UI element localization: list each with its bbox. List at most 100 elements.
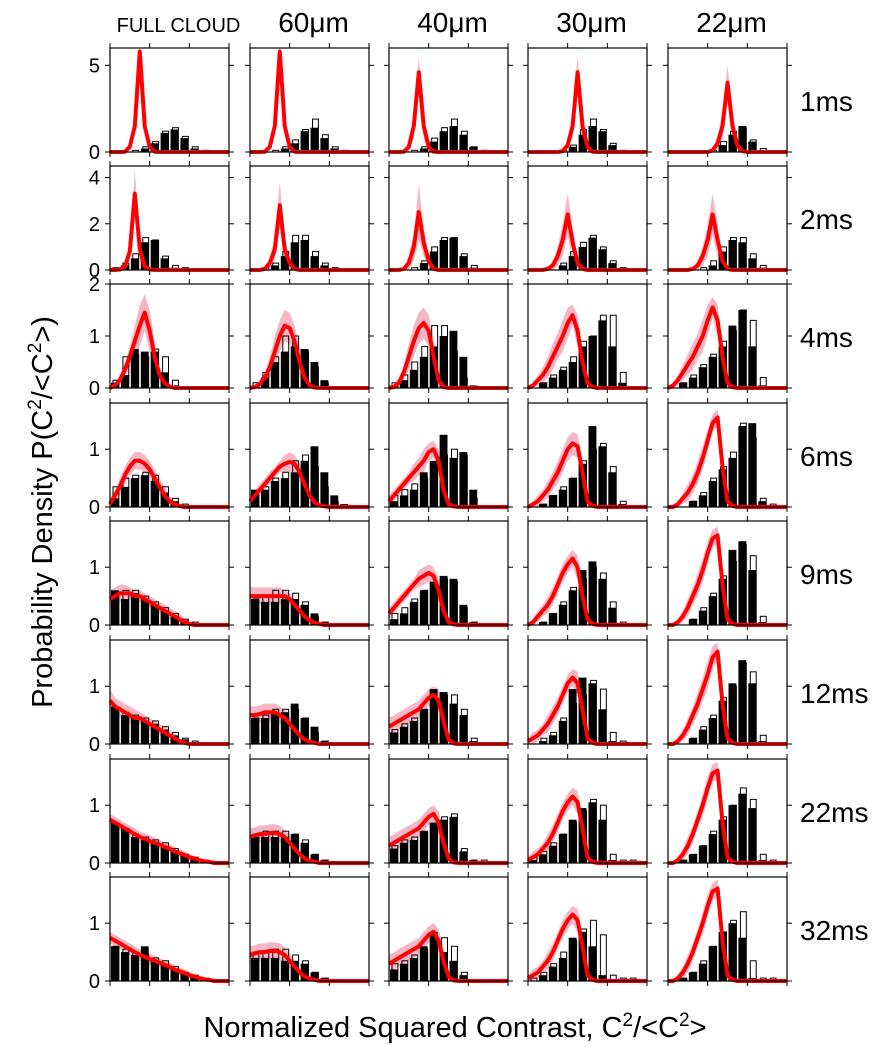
density-curve — [668, 768, 787, 865]
histogram-bar-filled — [270, 362, 279, 388]
histogram-bar-filled — [708, 481, 717, 507]
uncertainty-band — [110, 294, 229, 388]
density-curve — [250, 49, 369, 154]
y-tick-label: 1 — [89, 326, 100, 348]
histogram-bar-filled — [558, 957, 567, 981]
histogram-bar-filled — [459, 975, 468, 981]
histogram-bar-filled — [558, 604, 567, 625]
histogram-bar-filled — [588, 683, 597, 744]
histogram-bar-filled — [290, 242, 299, 270]
histogram-bar-filled — [698, 495, 707, 507]
panel — [245, 161, 374, 275]
histogram-bar-filled — [409, 489, 418, 507]
histogram-bar-filled — [698, 845, 707, 863]
density-curve — [526, 675, 647, 746]
histogram-bar-filled — [270, 837, 279, 863]
x-axis-label-mid: /<C — [633, 1012, 679, 1044]
panel — [523, 279, 652, 393]
uncertainty-band — [250, 310, 369, 388]
histogram-bar-filled — [718, 931, 727, 981]
histogram-bar-filled — [419, 263, 428, 270]
panel-frame — [249, 47, 370, 153]
panel — [384, 161, 513, 275]
histogram-bar-filled — [529, 860, 537, 863]
histogram-bar-filled — [390, 848, 398, 863]
histogram-bar-filled — [280, 256, 289, 270]
histogram-bar-filled — [538, 622, 547, 625]
density-curve — [668, 886, 787, 983]
histogram-bar-filled — [280, 148, 289, 152]
x-axis-label-sup2: 2 — [679, 1010, 690, 1031]
y-axis-label-mid: /<C — [27, 353, 59, 399]
histogram-bar-filled — [598, 709, 607, 744]
histogram-bar-filled — [111, 590, 119, 625]
histogram-bar-filled — [280, 599, 289, 625]
histogram-bar-filled — [251, 599, 259, 625]
histogram-bar-filled — [300, 349, 309, 388]
histogram-bar-filled — [300, 718, 309, 744]
histogram-bar-filled — [170, 969, 179, 981]
histogram-bar-filled — [588, 802, 597, 863]
histogram-bar-filled — [270, 481, 279, 507]
histogram-bar-open — [599, 934, 607, 982]
histogram-bar-filled — [698, 610, 707, 625]
histogram-bar-filled — [130, 593, 139, 625]
histogram-bar-filled — [160, 845, 169, 863]
histogram-bar-filled — [390, 501, 398, 507]
histogram-bar-filled — [469, 146, 478, 152]
histogram-bar-filled — [578, 463, 587, 507]
histogram-bar-filled — [748, 141, 757, 152]
histogram-bar-filled — [260, 377, 269, 388]
panel-frame — [249, 402, 370, 508]
histogram-bar-filled — [568, 689, 577, 744]
histogram-bar-filled — [738, 541, 747, 625]
histogram-bar-filled — [708, 356, 717, 388]
uncertainty-band — [668, 65, 787, 152]
uncertainty-band — [389, 184, 508, 270]
y-tick-label: 1 — [89, 913, 100, 935]
histogram-bar-filled — [598, 819, 607, 863]
histogram-bar-filled — [708, 834, 717, 863]
histogram-bar-filled — [748, 423, 757, 507]
uncertainty-band — [110, 452, 229, 507]
panel — [663, 635, 792, 749]
panel — [384, 398, 513, 512]
histogram-bar-filled — [439, 575, 448, 625]
histogram-bar-filled — [130, 718, 139, 744]
panel-frame — [249, 165, 370, 271]
panel-frame — [109, 47, 230, 153]
column-header: 60μm — [278, 7, 349, 38]
histogram-bar-filled — [310, 362, 319, 388]
histogram-bar-filled — [708, 718, 717, 744]
column-header: 40μm — [417, 7, 488, 38]
histogram-bar-filled — [439, 131, 448, 152]
histogram-bar-filled — [588, 126, 597, 152]
histogram-bar-filled — [538, 975, 547, 981]
histogram-bar-filled — [558, 834, 567, 863]
histogram-bar-filled — [270, 601, 279, 625]
histogram-bar-filled — [548, 845, 557, 863]
panel-frame — [667, 165, 788, 271]
histogram-bar-filled — [568, 478, 577, 507]
uncertainty-band — [250, 182, 369, 270]
y-tick-label: 0 — [89, 497, 100, 519]
panel-frame — [249, 758, 370, 864]
histogram-bar-filled — [728, 325, 737, 388]
histogram-bar-filled — [449, 816, 458, 863]
histogram-bar-filled — [548, 966, 557, 981]
histogram-bar-filled — [280, 478, 289, 507]
uncertainty-band — [528, 905, 647, 981]
histogram-bar-filled — [150, 960, 159, 981]
histogram-bar-filled — [140, 720, 149, 744]
y-tick-label: 4 — [89, 168, 100, 190]
panel — [663, 872, 792, 986]
histogram-bar-filled — [390, 619, 398, 625]
histogram-bar-filled — [588, 561, 597, 625]
histogram-bar-filled — [718, 578, 727, 625]
histogram-bar-filled — [150, 842, 159, 863]
histogram-bar-filled — [260, 957, 269, 981]
histogram-bar-filled — [310, 256, 319, 270]
row-labels: 1ms 2ms 4ms 6ms 9ms 12ms 22ms 32ms — [800, 86, 868, 946]
histogram-bar-filled — [130, 955, 139, 981]
panel-frame — [667, 402, 788, 508]
